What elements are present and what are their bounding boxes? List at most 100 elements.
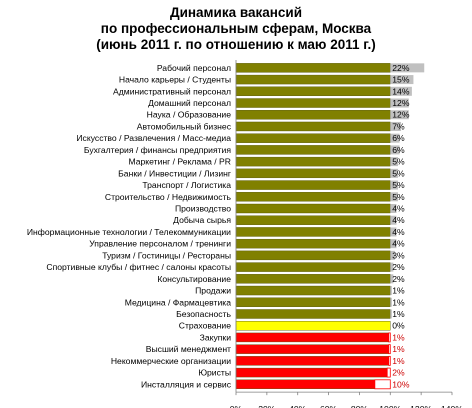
bar-growth	[390, 309, 392, 319]
category-label: Домашний персонал	[148, 98, 231, 108]
bar	[235, 262, 391, 272]
bar-decline	[388, 355, 391, 366]
bar	[235, 145, 391, 155]
category-label: Страхование	[179, 321, 231, 331]
bar	[235, 344, 389, 354]
bar	[235, 215, 391, 225]
x-tick-label: 60%	[320, 404, 338, 408]
category-label: Управление персоналом / тренинги	[89, 239, 231, 249]
data-label: 22%	[392, 63, 410, 73]
bar	[235, 379, 376, 389]
bar-growth	[390, 297, 392, 307]
bar-growth	[390, 192, 398, 202]
bar-growth	[390, 215, 397, 225]
category-label: Бухгалтерия / финансы предприятия	[84, 145, 231, 155]
bar	[235, 168, 391, 179]
data-label: 5%	[392, 168, 405, 178]
x-tick-label: 140%	[441, 404, 463, 408]
bar-growth	[390, 98, 409, 108]
bar	[235, 367, 388, 378]
category-label: Наука / Образование	[147, 110, 232, 120]
bar-growth	[390, 133, 400, 143]
data-label: 12%	[392, 110, 410, 120]
bar-growth	[390, 145, 400, 155]
bar-decline	[388, 332, 391, 343]
x-tick-label: 20%	[258, 404, 276, 408]
category-label: Инсталляция и сервис	[141, 379, 232, 389]
data-label: 4%	[392, 227, 405, 237]
bar-growth	[390, 168, 398, 178]
data-label: 1%	[392, 297, 405, 307]
bar	[235, 238, 391, 249]
data-label: 15%	[392, 75, 410, 85]
bar-growth	[390, 250, 395, 260]
bar-growth	[390, 286, 392, 296]
data-label: 3%	[392, 250, 405, 260]
bar	[235, 156, 391, 167]
data-label: 12%	[392, 98, 410, 108]
category-label: Высший менеджмент	[146, 344, 231, 354]
bar-growth	[390, 63, 425, 73]
data-label: 2%	[392, 262, 405, 272]
bar	[235, 86, 391, 97]
category-label: Туризм / Гостиницы / Рестораны	[102, 250, 231, 260]
data-label: 1%	[392, 332, 405, 342]
bar-growth	[390, 157, 398, 167]
data-label: 5%	[392, 180, 405, 190]
category-label: Транспорт / Логистика	[142, 180, 231, 190]
bar-growth	[390, 204, 397, 213]
bar	[235, 332, 389, 343]
category-label: Некоммерческие организации	[111, 356, 231, 366]
category-label: Продажи	[195, 286, 231, 296]
bar	[235, 321, 391, 331]
category-label: Рабочий персонал	[157, 63, 231, 73]
bar-growth	[390, 262, 394, 272]
data-label: 7%	[392, 121, 405, 131]
bar-growth	[390, 274, 394, 284]
bar-decline	[386, 367, 391, 378]
x-tick-label: 80%	[351, 404, 369, 408]
bar-growth	[390, 110, 409, 120]
category-label: Начало карьеры / Студенты	[119, 75, 231, 85]
x-tick-label: 0%	[230, 404, 243, 408]
bar	[235, 121, 391, 132]
data-label: 2%	[392, 274, 405, 284]
bar	[235, 98, 391, 108]
data-label: 5%	[392, 157, 405, 167]
bar	[235, 356, 389, 366]
bar-growth	[390, 121, 402, 131]
bar	[235, 192, 391, 202]
category-label: Добыча сырья	[173, 215, 231, 225]
x-tick-label: 120%	[410, 404, 432, 408]
data-label: 6%	[392, 133, 405, 143]
category-label: Маркетинг / Реклама / PR	[128, 157, 231, 167]
category-label: Безопасность	[176, 309, 231, 319]
data-label: 14%	[392, 86, 410, 96]
category-label: Спортивные клубы / фитнес / салоны красо…	[46, 262, 231, 272]
category-label: Строительство / Недвижимость	[105, 192, 232, 202]
data-label: 4%	[392, 204, 405, 214]
category-label: Производство	[175, 204, 231, 214]
x-tick-label: 100%	[379, 404, 401, 408]
category-label: Информационные технологии / Телекоммуник…	[27, 227, 231, 237]
category-label: Искусство / Развлечения / Масс-медиа	[76, 133, 231, 143]
category-label: Медицина / Фармацевтика	[125, 297, 232, 307]
bar	[235, 274, 391, 284]
category-label: Консультирование	[157, 274, 231, 284]
bar-decline	[388, 344, 391, 355]
bar-growth	[390, 180, 398, 190]
data-label: 4%	[392, 239, 405, 249]
category-label: Закупки	[200, 332, 232, 342]
bar-growth	[390, 75, 414, 85]
category-label: Административный персонал	[113, 86, 231, 96]
category-label: Юристы	[198, 368, 231, 378]
bar-growth	[390, 239, 397, 249]
category-label: Автомобильный бизнес	[137, 121, 232, 131]
category-label: Банки / Инвестиции / Лизинг	[118, 168, 231, 178]
data-label: 5%	[392, 192, 405, 202]
data-label: 6%	[392, 145, 405, 155]
bar	[235, 309, 391, 319]
data-label: 2%	[392, 368, 405, 378]
